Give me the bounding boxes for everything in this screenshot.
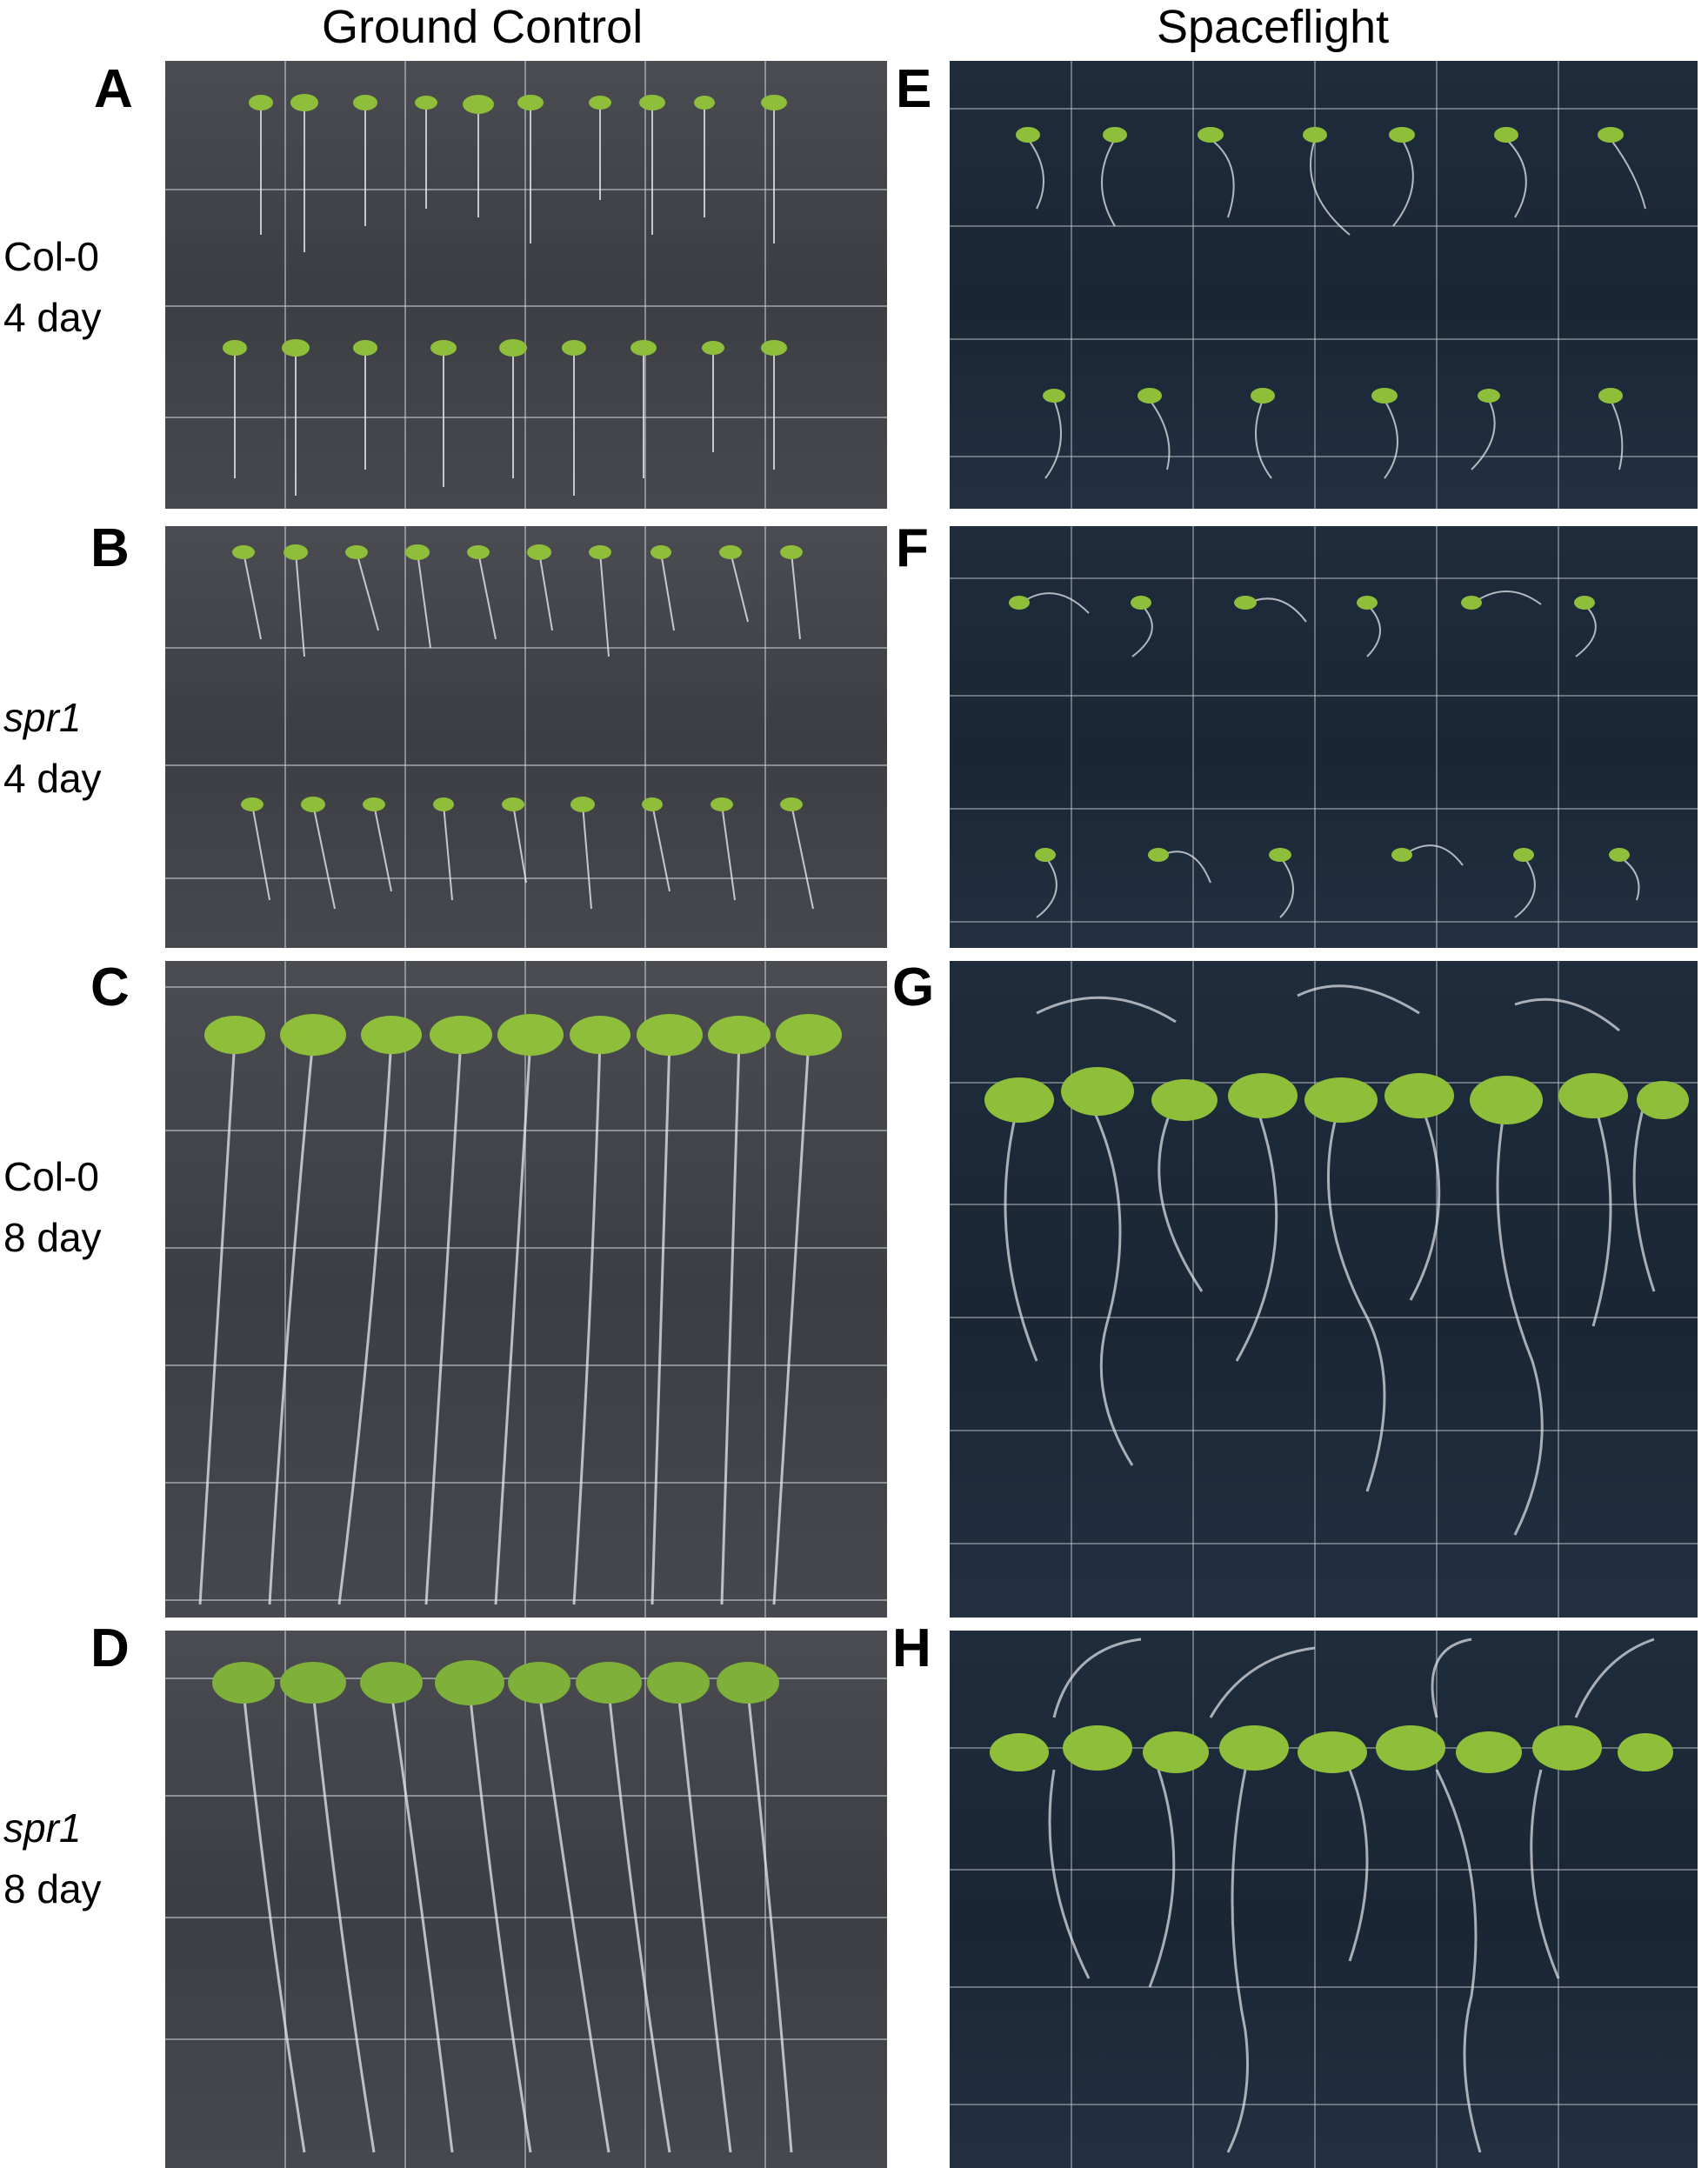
row-label-3-age: 8 day xyxy=(3,1215,102,1260)
plate-e-spaceflight-col0-4day xyxy=(950,61,1698,509)
plate-c-ground-col0-8day xyxy=(165,961,887,1618)
row-label-4: spr1 8 day xyxy=(3,1798,102,1919)
row-label-1-genotype: Col-0 xyxy=(3,234,99,279)
plate-a-ground-col0-4day xyxy=(165,61,887,509)
row-label-1: Col-0 4 day xyxy=(3,226,102,348)
panel-letter-d: D xyxy=(90,1618,130,1678)
panel-letter-h: H xyxy=(892,1618,931,1678)
plate-g-spaceflight-col0-8day xyxy=(950,961,1698,1618)
row-label-3-genotype: Col-0 xyxy=(3,1154,99,1199)
panel-letter-a: A xyxy=(94,59,133,119)
panel-letter-e: E xyxy=(896,59,932,119)
ground-control-header: Ground Control xyxy=(322,1,644,53)
panel-letter-c: C xyxy=(90,957,130,1017)
plate-d-ground-spr1-8day xyxy=(165,1631,887,2168)
plate-b-ground-spr1-4day xyxy=(165,526,887,948)
spaceflight-header: Spaceflight xyxy=(1157,1,1390,53)
row-label-1-age: 4 day xyxy=(3,295,102,340)
panel-letter-f: F xyxy=(896,518,929,578)
row-label-2: spr1 4 day xyxy=(3,687,102,809)
row-label-2-age: 4 day xyxy=(3,756,102,801)
panel-letter-g: G xyxy=(892,957,935,1017)
row-label-4-age: 8 day xyxy=(3,1866,102,1911)
row-label-2-genotype: spr1 xyxy=(3,695,82,740)
row-label-4-genotype: spr1 xyxy=(3,1805,82,1851)
plate-h-spaceflight-spr1-8day xyxy=(950,1631,1698,2168)
plate-f-spaceflight-spr1-4day xyxy=(950,526,1698,948)
row-label-3: Col-0 8 day xyxy=(3,1146,102,1268)
panel-letter-b: B xyxy=(90,518,130,578)
